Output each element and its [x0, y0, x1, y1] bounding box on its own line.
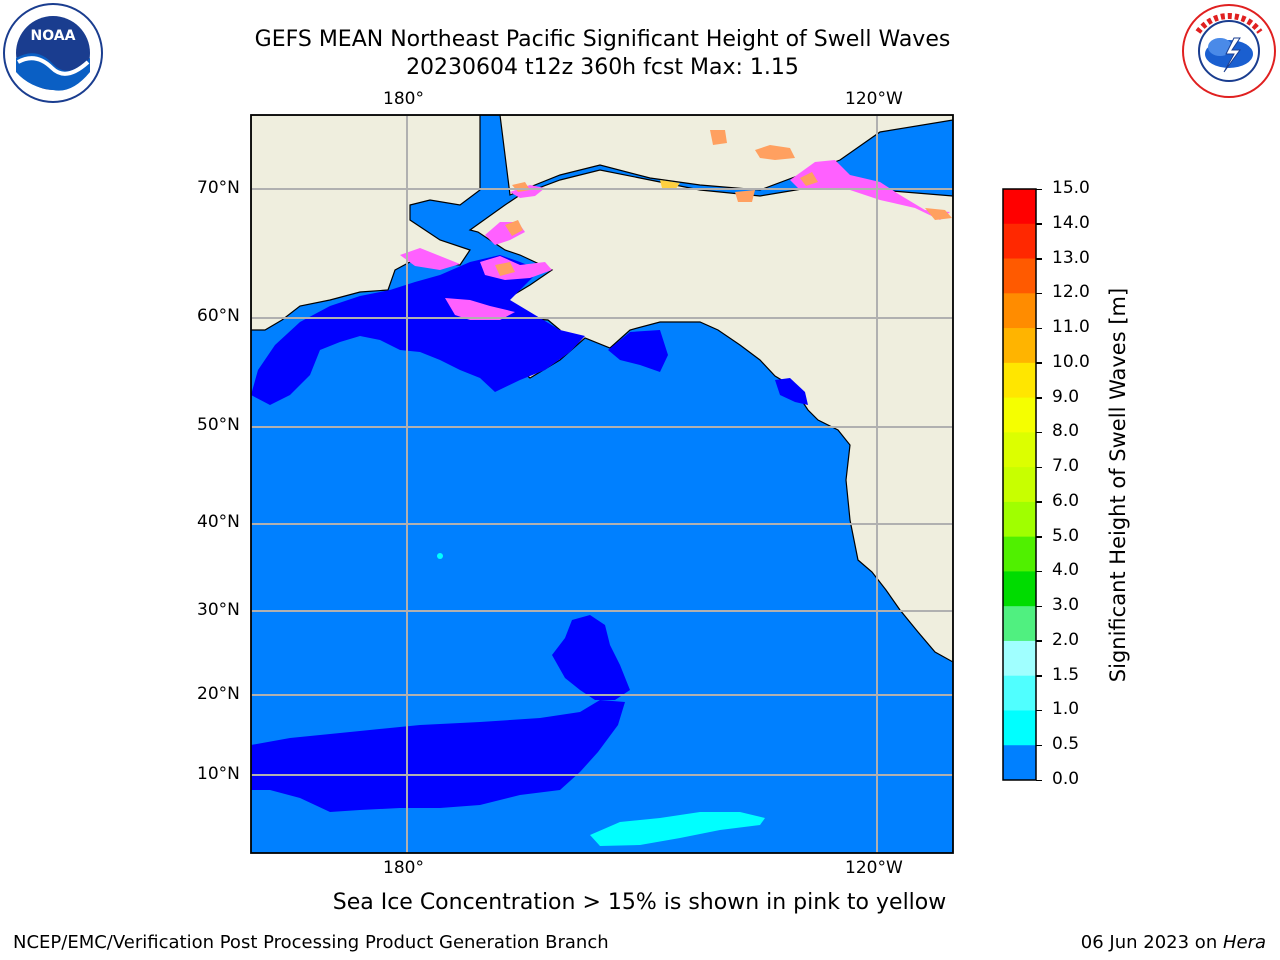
footer-date-text: 06 Jun 2023 on	[1080, 932, 1223, 953]
lat-label-60n: 60°N	[197, 306, 240, 326]
colorbar-tick-label: 3.0	[1052, 595, 1080, 616]
colorbar-tick-label: 15.0	[1052, 178, 1090, 198]
colorbar-tick-mark	[1036, 258, 1042, 260]
lat-label-70n: 70°N	[197, 178, 240, 198]
colorbar-tick-mark	[1036, 397, 1042, 399]
low-swell-tropics	[251, 700, 625, 812]
map-grid	[251, 115, 953, 853]
colorbar-ticks: 15.0 14.0 13.0 12.0 11.0 10.0 9.0 8.0 7.0 6.0 5.0 4…	[1036, 178, 1106, 789]
lat-label-20n: 20°N	[197, 684, 240, 704]
colorbar-swatch	[1003, 189, 1036, 225]
colorbar-swatch	[1003, 467, 1036, 503]
swell-dot	[437, 553, 443, 559]
colorbar-tick-mark	[1036, 744, 1042, 747]
colorbar-tick-mark	[1036, 362, 1042, 364]
colorbar-swatch	[1003, 745, 1036, 781]
colorbar-tick-label: 4.0	[1052, 560, 1080, 581]
colorbar	[1002, 188, 1037, 781]
colorbar-tick-label: 0.5	[1052, 734, 1080, 755]
footer-machine: Hera	[1222, 932, 1266, 953]
colorbar-tick-label: 2.0	[1052, 629, 1080, 650]
lon-label-top-180: 180°	[383, 89, 424, 109]
map-frame	[250, 114, 954, 854]
colorbar-tick-label: 9.0	[1052, 386, 1080, 407]
footer-date: 06 Jun 2023 on Hera	[1081, 932, 1266, 953]
colorbar-tick-label: 10.0	[1052, 351, 1090, 372]
colorbar-tick-mark	[1036, 779, 1042, 781]
colorbar-tick-mark	[1036, 501, 1042, 503]
colorbar-swatch	[1003, 432, 1036, 468]
footer-credit: NCEP/EMC/Verification Post Processing Pr…	[13, 932, 609, 953]
colorbar-tick-mark	[1036, 536, 1042, 538]
colorbar-tick-mark	[1036, 640, 1042, 642]
colorbar-swatch	[1003, 293, 1036, 329]
lat-label-40n: 40°N	[197, 512, 240, 532]
low-swell-hawaii	[552, 615, 630, 700]
colorbar-tick-label: 5.0	[1052, 525, 1080, 546]
colorbar-swatch	[1003, 501, 1036, 538]
colorbar-swatch	[1003, 397, 1036, 433]
colorbar-tick-mark	[1036, 570, 1042, 573]
colorbar-swatch	[1003, 606, 1036, 642]
colorbar-tick-label: 14.0	[1052, 212, 1090, 233]
colorbar-swatch	[1003, 223, 1036, 260]
colorbar-tick-mark	[1036, 292, 1042, 295]
lat-label-50n: 50°N	[197, 415, 240, 435]
colorbar-tick-mark	[1036, 431, 1042, 434]
noaa-logo: NOAA	[3, 3, 103, 103]
colorbar-swatch	[1003, 258, 1036, 294]
colorbar-tick-label: 11.0	[1052, 317, 1090, 338]
lon-label-bottom-120w: 120°W	[845, 858, 903, 878]
colorbar-label: Significant Height of Swell Waves [m]	[1106, 287, 1130, 683]
lon-label-bottom-180: 180°	[383, 858, 424, 878]
colorbar-tick-mark	[1036, 223, 1042, 225]
colorbar-tick-mark	[1036, 466, 1042, 469]
colorbar-tick-label: 8.0	[1052, 421, 1080, 442]
lat-label-30n: 30°N	[197, 600, 240, 620]
colorbar-tick-label: 12.0	[1052, 282, 1090, 303]
map-title: GEFS MEAN Northeast Pacific Significant …	[254, 27, 951, 52]
colorbar-tick-mark	[1036, 709, 1042, 712]
lat-label-10n: 10°N	[197, 764, 240, 784]
colorbar-tick-mark	[1036, 188, 1042, 190]
nws-logo	[1182, 4, 1276, 98]
map-subtitle: 20230604 t12z 360h fcst Max: 1.15	[406, 55, 799, 80]
colorbar-swatch	[1003, 571, 1036, 607]
low-swell-gulf-alaska	[608, 330, 668, 372]
lon-label-top-120w: 120°W	[845, 89, 903, 109]
colorbar-tick-mark	[1036, 327, 1042, 330]
colorbar-swatch	[1003, 675, 1036, 711]
noaa-logo-text: NOAA	[31, 28, 76, 44]
colorbar-tick-mark	[1036, 675, 1042, 677]
colorbar-swatch	[1003, 536, 1036, 572]
low-swell-kodiak	[775, 378, 808, 405]
colorbar-tick-label: 1.5	[1052, 664, 1080, 685]
low-swell-bering	[251, 255, 585, 405]
colorbar-tick-label: 0.0	[1052, 769, 1080, 789]
colorbar-tick-label: 13.0	[1052, 247, 1090, 268]
colorbar-swatch	[1003, 362, 1036, 399]
colorbar-swatch	[1003, 328, 1036, 364]
swell-patch-equatorial	[590, 812, 765, 846]
colorbar-tick-label: 6.0	[1052, 490, 1080, 511]
sea-ice-note: Sea Ice Concentration > 15% is shown in …	[332, 890, 947, 915]
colorbar-tick-label: 1.0	[1052, 699, 1080, 720]
colorbar-swatch	[1003, 640, 1036, 677]
colorbar-swatch	[1003, 710, 1036, 746]
colorbar-tick-label: 7.0	[1052, 456, 1080, 477]
colorbar-tick-mark	[1036, 605, 1042, 608]
